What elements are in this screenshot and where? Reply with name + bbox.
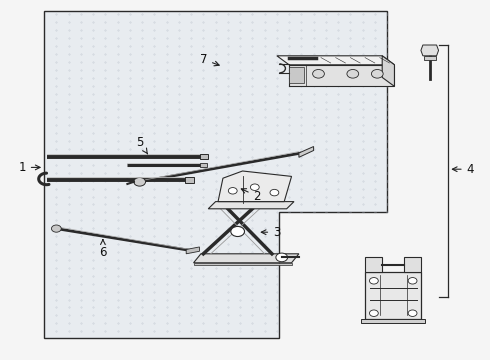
Text: 4: 4 [452,163,474,176]
Polygon shape [44,11,387,338]
Polygon shape [289,67,304,83]
Polygon shape [365,272,421,319]
Polygon shape [185,177,194,183]
Polygon shape [424,56,436,60]
Text: 3: 3 [261,226,281,239]
Circle shape [231,226,245,237]
Circle shape [276,253,288,262]
Circle shape [371,69,383,78]
Polygon shape [365,257,382,272]
Polygon shape [421,45,439,56]
Polygon shape [361,319,425,323]
Circle shape [408,278,417,284]
Circle shape [369,310,378,316]
Circle shape [270,189,279,196]
Text: 2: 2 [241,189,261,203]
Polygon shape [194,263,292,265]
Circle shape [369,278,378,284]
Circle shape [250,184,259,190]
Polygon shape [194,254,299,263]
Polygon shape [200,154,208,159]
Polygon shape [299,147,314,157]
Polygon shape [277,56,394,65]
Text: 6: 6 [99,239,107,258]
Polygon shape [382,56,394,86]
Polygon shape [208,202,294,209]
Text: 1: 1 [18,161,40,174]
Circle shape [408,310,417,316]
Circle shape [228,188,237,194]
Text: 5: 5 [136,136,147,154]
Circle shape [313,69,324,78]
Text: 7: 7 [199,53,219,66]
Polygon shape [289,65,394,86]
Circle shape [51,225,61,232]
Polygon shape [404,257,421,272]
Circle shape [134,177,146,186]
Polygon shape [218,171,292,202]
Polygon shape [186,247,199,254]
Circle shape [347,69,359,78]
Polygon shape [200,163,207,167]
